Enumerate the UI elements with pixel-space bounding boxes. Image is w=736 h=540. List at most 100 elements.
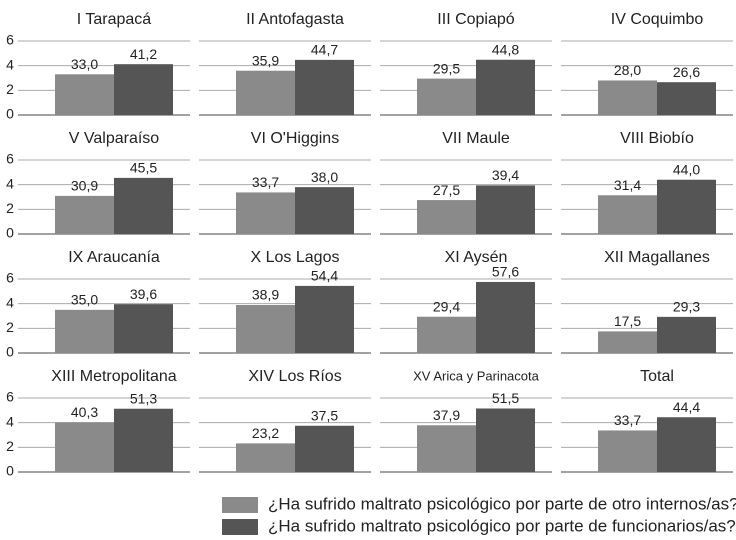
value-label: 33,0: [71, 56, 98, 72]
value-label: 27,5: [433, 182, 460, 198]
y-tick-label: 2: [6, 200, 14, 216]
bar: [657, 179, 716, 234]
bar: [476, 59, 535, 115]
value-label: 29,5: [433, 60, 460, 76]
bar: [55, 195, 114, 234]
legend-swatch: [222, 497, 258, 513]
y-tick-label: 0: [6, 344, 14, 360]
bar: [657, 82, 716, 115]
y-tick-label: 4: [6, 175, 14, 191]
panel-title: X Los Lagos: [251, 249, 340, 266]
panel-title: XII Magallanes: [604, 249, 710, 266]
bar: [295, 285, 354, 353]
value-label: 29,4: [433, 298, 460, 314]
value-label: 51,5: [492, 390, 519, 406]
value-label: 38,0: [311, 169, 338, 185]
y-tick-label: 2: [6, 81, 14, 97]
bar: [598, 430, 657, 472]
legend-swatch: [222, 519, 258, 535]
panel-title: XI Aysén: [445, 249, 508, 266]
bar: [598, 195, 657, 234]
panel-title: VII Maule: [442, 130, 510, 147]
bar: [295, 187, 354, 234]
value-label: 39,6: [130, 286, 157, 302]
value-label: 41,2: [130, 46, 157, 62]
y-tick-label: 0: [6, 106, 14, 122]
value-label: 33,7: [614, 412, 641, 428]
bar: [236, 192, 295, 234]
value-label: 35,0: [71, 292, 98, 308]
value-label: 37,9: [433, 407, 460, 423]
value-label: 29,3: [673, 299, 700, 315]
panel-title: XIII Metropolitana: [51, 368, 177, 385]
bar: [476, 408, 535, 472]
y-tick-label: 4: [6, 294, 14, 310]
bar: [236, 305, 295, 353]
value-label: 31,4: [614, 177, 641, 193]
bar: [417, 78, 476, 115]
bar: [236, 70, 295, 115]
bar: [55, 422, 114, 472]
bar: [476, 281, 535, 353]
value-label: 54,4: [311, 268, 338, 284]
bar: [417, 316, 476, 353]
value-label: 38,9: [252, 287, 279, 303]
legend-label: ¿Ha sufrido maltrato psicológico por par…: [268, 516, 736, 535]
bar: [598, 331, 657, 353]
panel-title: IV Coquimbo: [611, 11, 704, 28]
panel-title: XV Arica y Parinacota: [413, 368, 539, 383]
bar: [417, 425, 476, 472]
y-tick-label: 6: [6, 389, 14, 405]
value-label: 44,8: [492, 41, 519, 57]
bar: [114, 177, 173, 234]
value-label: 40,3: [71, 404, 98, 420]
bar: [598, 80, 657, 115]
y-tick-label: 6: [6, 151, 14, 167]
value-label: 37,5: [311, 407, 338, 423]
bar: [657, 417, 716, 472]
panel-title: XIV Los Ríos: [248, 368, 341, 385]
value-label: 17,5: [614, 313, 641, 329]
bar: [114, 64, 173, 115]
value-label: 30,9: [71, 178, 98, 194]
y-tick-label: 0: [6, 225, 14, 241]
bar: [295, 59, 354, 115]
panel-title: VI O'Higgins: [251, 130, 339, 147]
y-tick-label: 6: [6, 270, 14, 286]
value-label: 44,0: [673, 161, 700, 177]
panel-title: V Valparaíso: [69, 130, 160, 147]
y-tick-label: 0: [6, 463, 14, 479]
value-label: 26,6: [673, 64, 700, 80]
panel-title: III Copiapó: [437, 11, 514, 28]
bar: [55, 74, 114, 115]
value-label: 23,2: [252, 425, 279, 441]
value-label: 28,0: [614, 62, 641, 78]
bar: [114, 408, 173, 472]
y-tick-label: 2: [6, 438, 14, 454]
panel-title: Total: [640, 368, 674, 385]
panel-title: IX Araucanía: [68, 249, 160, 266]
value-label: 57,6: [492, 264, 519, 280]
y-tick-label: 2: [6, 319, 14, 335]
value-label: 51,3: [130, 390, 157, 406]
bar: [657, 316, 716, 353]
bar: [55, 309, 114, 353]
legend-label: ¿Ha sufrido maltrato psicológico por par…: [268, 494, 736, 513]
bar: [295, 425, 354, 472]
bar: [417, 200, 476, 234]
panel-title: I Tarapacá: [77, 11, 152, 28]
value-label: 33,7: [252, 174, 279, 190]
y-tick-label: 4: [6, 413, 14, 429]
panel-title: II Antofagasta: [246, 11, 344, 28]
bar: [476, 185, 535, 234]
y-tick-label: 6: [6, 32, 14, 48]
value-label: 44,4: [673, 399, 700, 415]
bar: [114, 304, 173, 353]
value-label: 39,4: [492, 167, 519, 183]
value-label: 45,5: [130, 160, 157, 176]
y-tick-label: 4: [6, 56, 14, 72]
panel-title: VIII Biobío: [620, 130, 694, 147]
bar: [236, 443, 295, 472]
value-label: 35,9: [252, 52, 279, 68]
